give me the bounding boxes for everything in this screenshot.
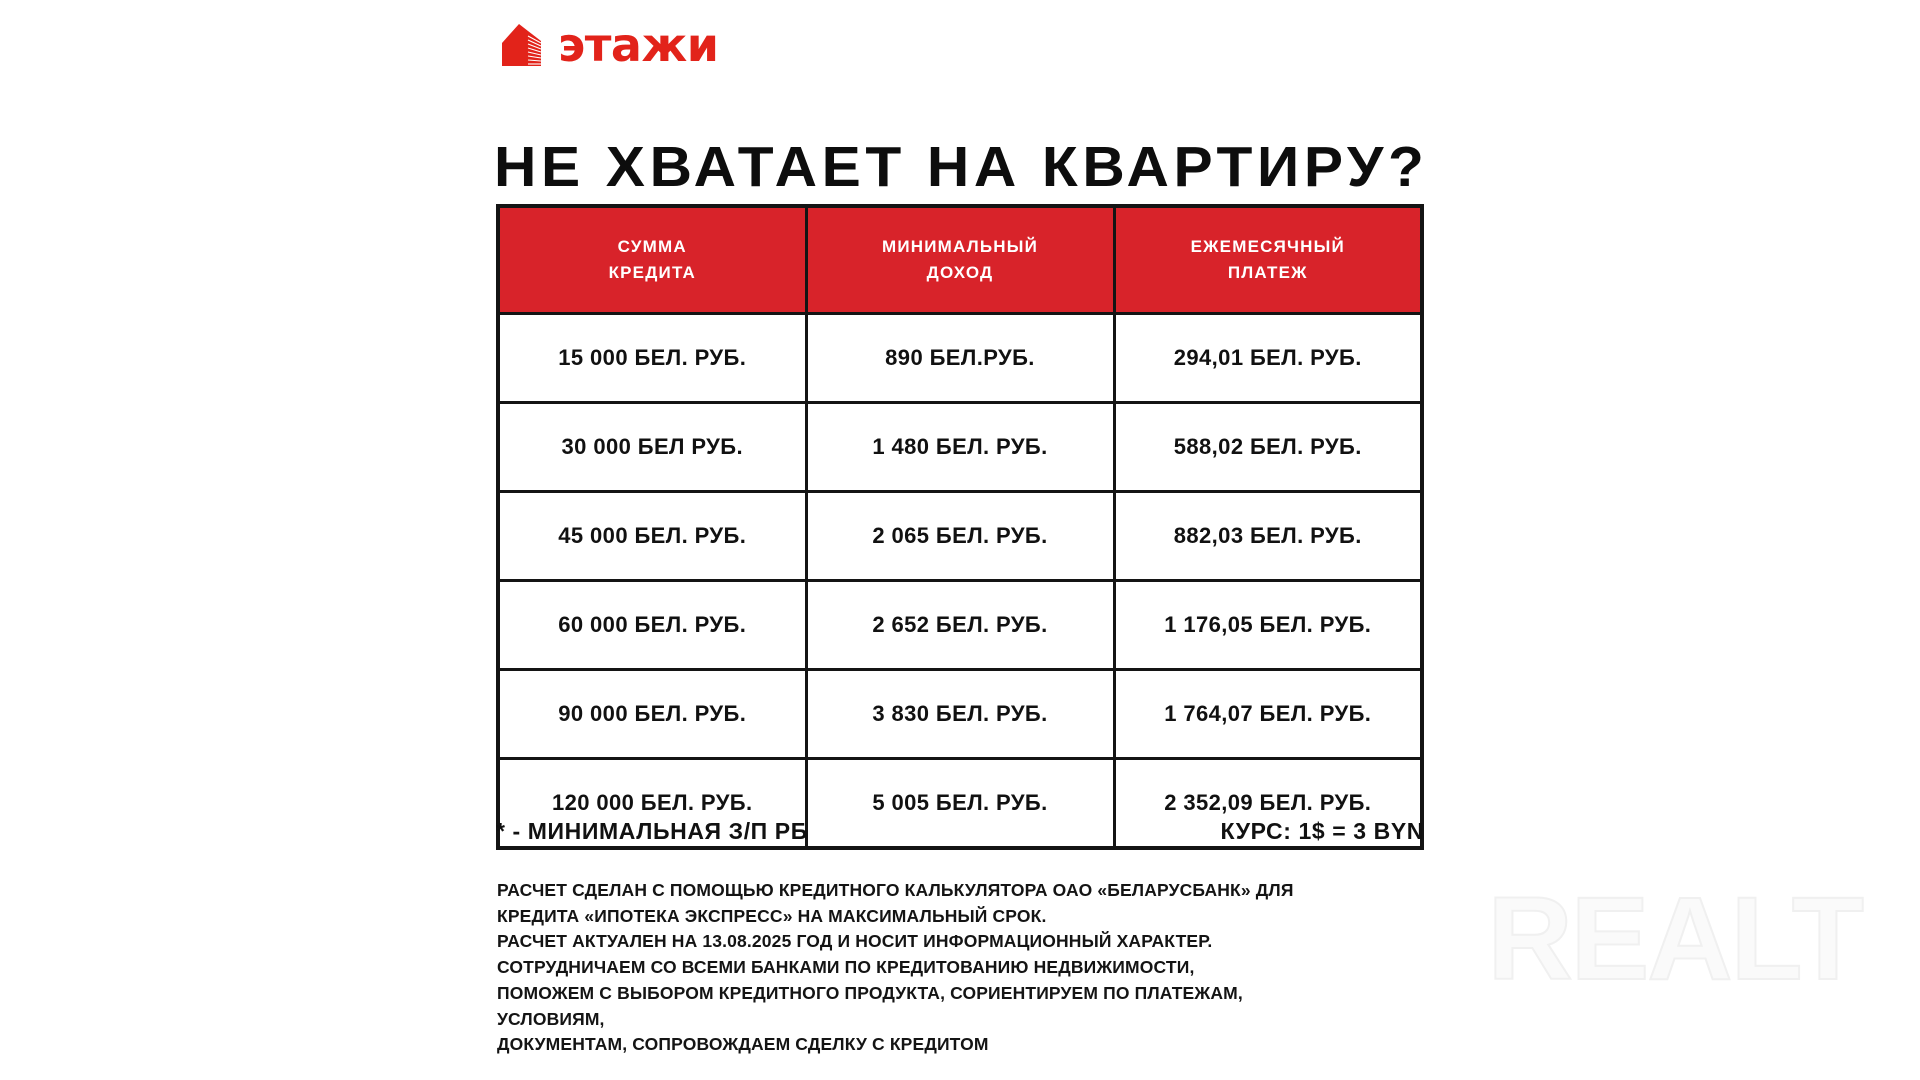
cell-min-income: 2 652 БЕЛ. РУБ.: [804, 579, 1116, 671]
cell-monthly-payment: 2 352,09 БЕЛ. РУБ.: [1112, 757, 1424, 850]
disclaimer-line-5: ПОМОЖЕМ С ВЫБОРОМ КРЕДИТНОГО ПРОДУКТА, С…: [497, 982, 1243, 1003]
table-body: 15 000 БЕЛ. РУБ. 890 БЕЛ.РУБ. 294,01 БЕЛ…: [496, 312, 1424, 850]
minimum-salary-footnote: * - МИНИМАЛЬНАЯ З/П РБ: [496, 818, 808, 844]
cell-monthly-payment: 588,02 БЕЛ. РУБ.: [1112, 401, 1424, 493]
table-row: 30 000 БЕЛ РУБ. 1 480 БЕЛ. РУБ. 588,02 Б…: [496, 401, 1424, 493]
notes-row: * - МИНИМАЛЬНАЯ З/П РБ КУРС: 1$ = 3 BYN: [496, 818, 1424, 845]
etazhi-logo[interactable]: этажи: [498, 18, 719, 73]
cell-loan-amount: 120 000 БЕЛ. РУБ.: [496, 757, 808, 850]
loan-amount-line-a: СУММА: [617, 236, 687, 256]
page-title: НЕ ХВАТАЕТ НА КВАРТИРУ?: [494, 135, 1429, 200]
cell-loan-amount: 90 000 БЕЛ. РУБ.: [496, 668, 808, 760]
column-header-monthly-payment: ЕЖЕМЕСЯЧНЫЙ ПЛАТЕЖ: [1112, 204, 1424, 315]
table-row: 90 000 БЕЛ. РУБ. 3 830 БЕЛ. РУБ. 1 764,0…: [496, 668, 1424, 760]
min-income-line-a: МИНИМАЛЬНЫЙ: [881, 236, 1038, 256]
cell-monthly-payment: 294,01 БЕЛ. РУБ.: [1112, 312, 1424, 404]
loan-amount-line-b: КРЕДИТА: [608, 263, 696, 282]
disclaimer-line-1: РАСЧЕТ СДЕЛАН С ПОМОЩЬЮ КРЕДИТНОГО КАЛЬК…: [497, 880, 1294, 900]
table-row: 45 000 БЕЛ. РУБ. 2 065 БЕЛ. РУБ. 882,03 …: [496, 490, 1424, 582]
disclaimer-line-2: КРЕДИТА «ИПОТЕКА ЭКСПРЕСС» НА МАКСИМАЛЬН…: [497, 905, 1047, 926]
cell-monthly-payment: 1 764,07 БЕЛ. РУБ.: [1112, 668, 1424, 760]
table-row: 120 000 БЕЛ. РУБ. 5 005 БЕЛ. РУБ. 2 352,…: [496, 757, 1424, 850]
exchange-rate-note: КУРС: 1$ = 3 BYN: [1220, 818, 1424, 844]
disclaimer-line-4: СОТРУДНИЧАЕМ СО ВСЕМИ БАНКАМИ ПО КРЕДИТО…: [497, 957, 1195, 978]
table-header: СУММА КРЕДИТА СУММА КРЕДИТА МИНИМАЛЬНЫЙ …: [496, 204, 1424, 315]
cell-min-income: 1 480 БЕЛ. РУБ.: [804, 401, 1116, 493]
cell-min-income: 890 БЕЛ.РУБ.: [804, 312, 1116, 404]
cell-loan-amount: 60 000 БЕЛ. РУБ.: [496, 579, 808, 671]
monthly-payment-line-a: ЕЖЕМЕСЯЧНЫЙ: [1190, 236, 1345, 256]
cell-min-income: 5 005 БЕЛ. РУБ.: [804, 757, 1116, 850]
cell-loan-amount: 15 000 БЕЛ. РУБ.: [496, 312, 808, 404]
disclaimer-line-6: УСЛОВИЯМ,: [497, 1008, 605, 1029]
table-header-row: СУММА КРЕДИТА СУММА КРЕДИТА МИНИМАЛЬНЫЙ …: [496, 204, 1424, 315]
monthly-payment-line-b: ПЛАТЕЖ: [1227, 263, 1308, 282]
disclaimer-line-7: ДОКУМЕНТАМ, СОПРОВОЖДАЕМ СДЕЛКУ С КРЕДИТ…: [497, 1034, 989, 1055]
table-row: 15 000 БЕЛ. РУБ. 890 БЕЛ.РУБ. 294,01 БЕЛ…: [496, 312, 1424, 404]
realt-watermark: REALT: [1486, 873, 1865, 1005]
disclaimer-block: РАСЧЕТ СДЕЛАН С ПОМОЩЬЮ КРЕДИТНОГО КАЛЬК…: [497, 878, 1422, 1058]
column-header-min-income: МИНИМАЛЬНЫЙ ДОХОД: [804, 204, 1116, 315]
cell-loan-amount: 30 000 БЕЛ РУБ.: [496, 401, 808, 493]
cell-min-income: 3 830 БЕЛ. РУБ.: [804, 668, 1116, 760]
table-row: 60 000 БЕЛ. РУБ. 2 652 БЕЛ. РУБ. 1 176,0…: [496, 579, 1424, 671]
cell-min-income: 2 065 БЕЛ. РУБ.: [804, 490, 1116, 582]
column-header-loan-amount: СУММА КРЕДИТА СУММА КРЕДИТА: [496, 204, 808, 315]
min-income-line-b: ДОХОД: [926, 263, 994, 282]
cell-monthly-payment: 1 176,05 БЕЛ. РУБ.: [1112, 579, 1424, 671]
cell-loan-amount: 45 000 БЕЛ. РУБ.: [496, 490, 808, 582]
etazhi-logo-wordmark: этажи: [558, 18, 719, 73]
credit-rate-table: СУММА КРЕДИТА СУММА КРЕДИТА МИНИМАЛЬНЫЙ …: [496, 204, 1424, 850]
cell-monthly-payment: 882,03 БЕЛ. РУБ.: [1112, 490, 1424, 582]
disclaimer-line-3: РАСЧЕТ АКТУАЛЕН НА 13.08.2025 ГОД И НОСИ…: [497, 931, 1213, 952]
building-tower-icon: [498, 22, 544, 68]
